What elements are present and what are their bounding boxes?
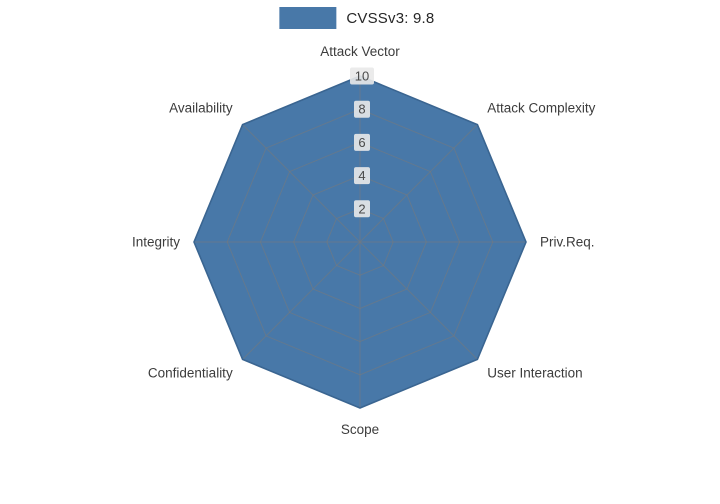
axis-label-priv-req: Priv.Req. (540, 235, 595, 250)
legend: CVSSv3: 9.8 (279, 7, 434, 29)
axis-label-integrity: Integrity (132, 235, 180, 250)
axis-label-availability: Availability (169, 101, 233, 116)
grid-spoke-7 (242, 124, 361, 243)
tick-box-10 (350, 67, 374, 85)
axis-label-user-interaction: User Interaction (487, 365, 582, 380)
grid-spoke-1 (359, 124, 478, 243)
tick-box-4 (354, 167, 370, 185)
tick-box-2 (354, 200, 370, 218)
legend-label: CVSSv3: 9.8 (346, 9, 435, 27)
legend-swatch (279, 7, 337, 29)
tick-box-6 (354, 133, 370, 151)
data-area-edge (193, 75, 527, 409)
axis-label-scope: Scope (341, 422, 379, 437)
axis-label-attack-vector: Attack Vector (320, 44, 400, 59)
axis-label-confidentiality: Confidentiality (148, 365, 233, 380)
tick-label-6: 6 (358, 135, 365, 150)
tick-label-4: 4 (358, 168, 365, 183)
axis-label-attack-complexity: Attack Complexity (487, 101, 595, 116)
tick-label-8: 8 (358, 102, 365, 117)
tick-box-8 (354, 100, 370, 118)
grid-spoke-5 (242, 241, 361, 360)
tick-label-2: 2 (358, 201, 365, 216)
tick-label-10: 10 (355, 69, 369, 84)
grid-spoke-3 (359, 241, 478, 360)
